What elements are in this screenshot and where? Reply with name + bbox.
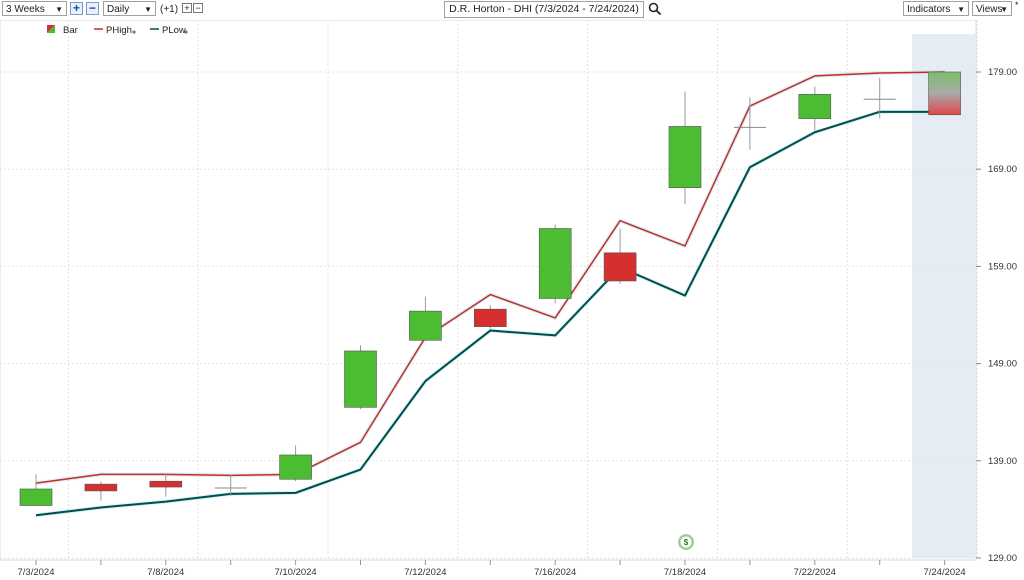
views-modified-marker: * (1015, 0, 1019, 10)
dividend-marker-center (680, 536, 692, 548)
plow-settings-dot-icon[interactable] (184, 30, 188, 34)
candle-up (928, 71, 961, 116)
candle-down (473, 308, 507, 327)
offset-label: (+1) (160, 4, 179, 15)
bar-legend-icon-down (47, 25, 55, 33)
chart-background (0, 20, 1024, 580)
period-select[interactable]: 3 Weeks ▼ (2, 1, 67, 16)
y-tick-label: 139.00 (988, 456, 1017, 467)
search-icon[interactable] (648, 2, 662, 16)
dividend-marker-label: $ (684, 538, 689, 547)
x-tick-label: 7/22/2024 (794, 567, 836, 578)
candle-up (668, 126, 702, 188)
chart-title: D.R. Horton - DHI (7/3/2024 - 7/24/2024) (444, 1, 644, 18)
zoom-out-button[interactable]: − (86, 2, 99, 15)
x-tick-label: 7/10/2024 (274, 567, 316, 578)
indicators-menu[interactable]: Indicators ▼ (903, 1, 969, 16)
interval-value: Daily (107, 4, 130, 15)
series-line-plow (35, 110, 945, 517)
indicator-lines (35, 70, 945, 518)
candle-up (409, 310, 442, 341)
candle-down (603, 252, 637, 282)
dividend-marker[interactable]: $ (678, 534, 694, 550)
views-label: Views (976, 4, 1003, 15)
candle-up (344, 350, 377, 408)
legend-item-phigh[interactable]: PHigh (94, 25, 136, 36)
candle-up (798, 94, 832, 119)
chevron-down-icon: ▼ (1000, 5, 1008, 14)
chevron-down-icon: ▼ (55, 5, 63, 14)
price-chart[interactable]: 129.00 139.00 149.00 159.00 169.00 179.00 7/3… (0, 20, 1024, 580)
y-tick-label: 149.00 (988, 359, 1017, 370)
y-tick-label: 169.00 (988, 164, 1017, 175)
legend-label-bar: Bar (63, 25, 78, 36)
candle-up (279, 454, 312, 480)
zoom-in-button[interactable]: + (70, 2, 83, 15)
x-tick-label: 7/8/2024 (147, 567, 184, 578)
candles (19, 71, 961, 506)
candle-down (84, 483, 118, 492)
legend-label-phigh: PHigh (106, 25, 132, 36)
y-tick-label: 179.00 (988, 67, 1017, 78)
legend: Bar PHigh PLow (47, 25, 188, 36)
candle-up (538, 228, 572, 299)
period-value: 3 Weeks (6, 4, 45, 15)
legend-label-plow: PLow (162, 25, 186, 36)
offset-increment-button[interactable]: + (182, 3, 192, 13)
y-axis: 129.00 139.00 149.00 159.00 169.00 179.00 (976, 67, 1017, 564)
candle-up (19, 488, 53, 506)
phigh-settings-dot-icon[interactable] (132, 30, 136, 34)
grid (0, 20, 978, 560)
x-tick-label: 7/24/2024 (923, 567, 965, 578)
x-tick-label: 7/3/2024 (18, 567, 55, 578)
y-tick-label: 159.00 (988, 261, 1017, 272)
x-tick-label: 7/12/2024 (404, 567, 446, 578)
toolbar: 3 Weeks ▼ + − Daily ▼ (+1) + − D.R. Hort… (0, 0, 1024, 20)
offset-decrement-button[interactable]: − (193, 3, 203, 13)
x-axis: 7/3/2024 7/8/2024 7/10/2024 7/12/2024 7/16/2… (18, 560, 966, 578)
legend-item-plow[interactable]: PLow (150, 25, 188, 36)
interval-select[interactable]: Daily ▼ (103, 1, 156, 16)
series-line-phigh (35, 71, 945, 484)
x-tick-label: 7/16/2024 (534, 567, 576, 578)
legend-item-bar[interactable]: Bar (47, 25, 78, 36)
current-period-highlight (912, 34, 976, 558)
x-tick-label: 7/18/2024 (664, 567, 706, 578)
candle-down (149, 480, 183, 488)
indicators-label: Indicators (907, 4, 951, 15)
chevron-down-icon: ▼ (957, 5, 965, 14)
views-menu[interactable]: Views ▼ (972, 1, 1012, 16)
y-tick-label: 129.00 (988, 553, 1017, 564)
chevron-down-icon: ▼ (144, 5, 152, 14)
